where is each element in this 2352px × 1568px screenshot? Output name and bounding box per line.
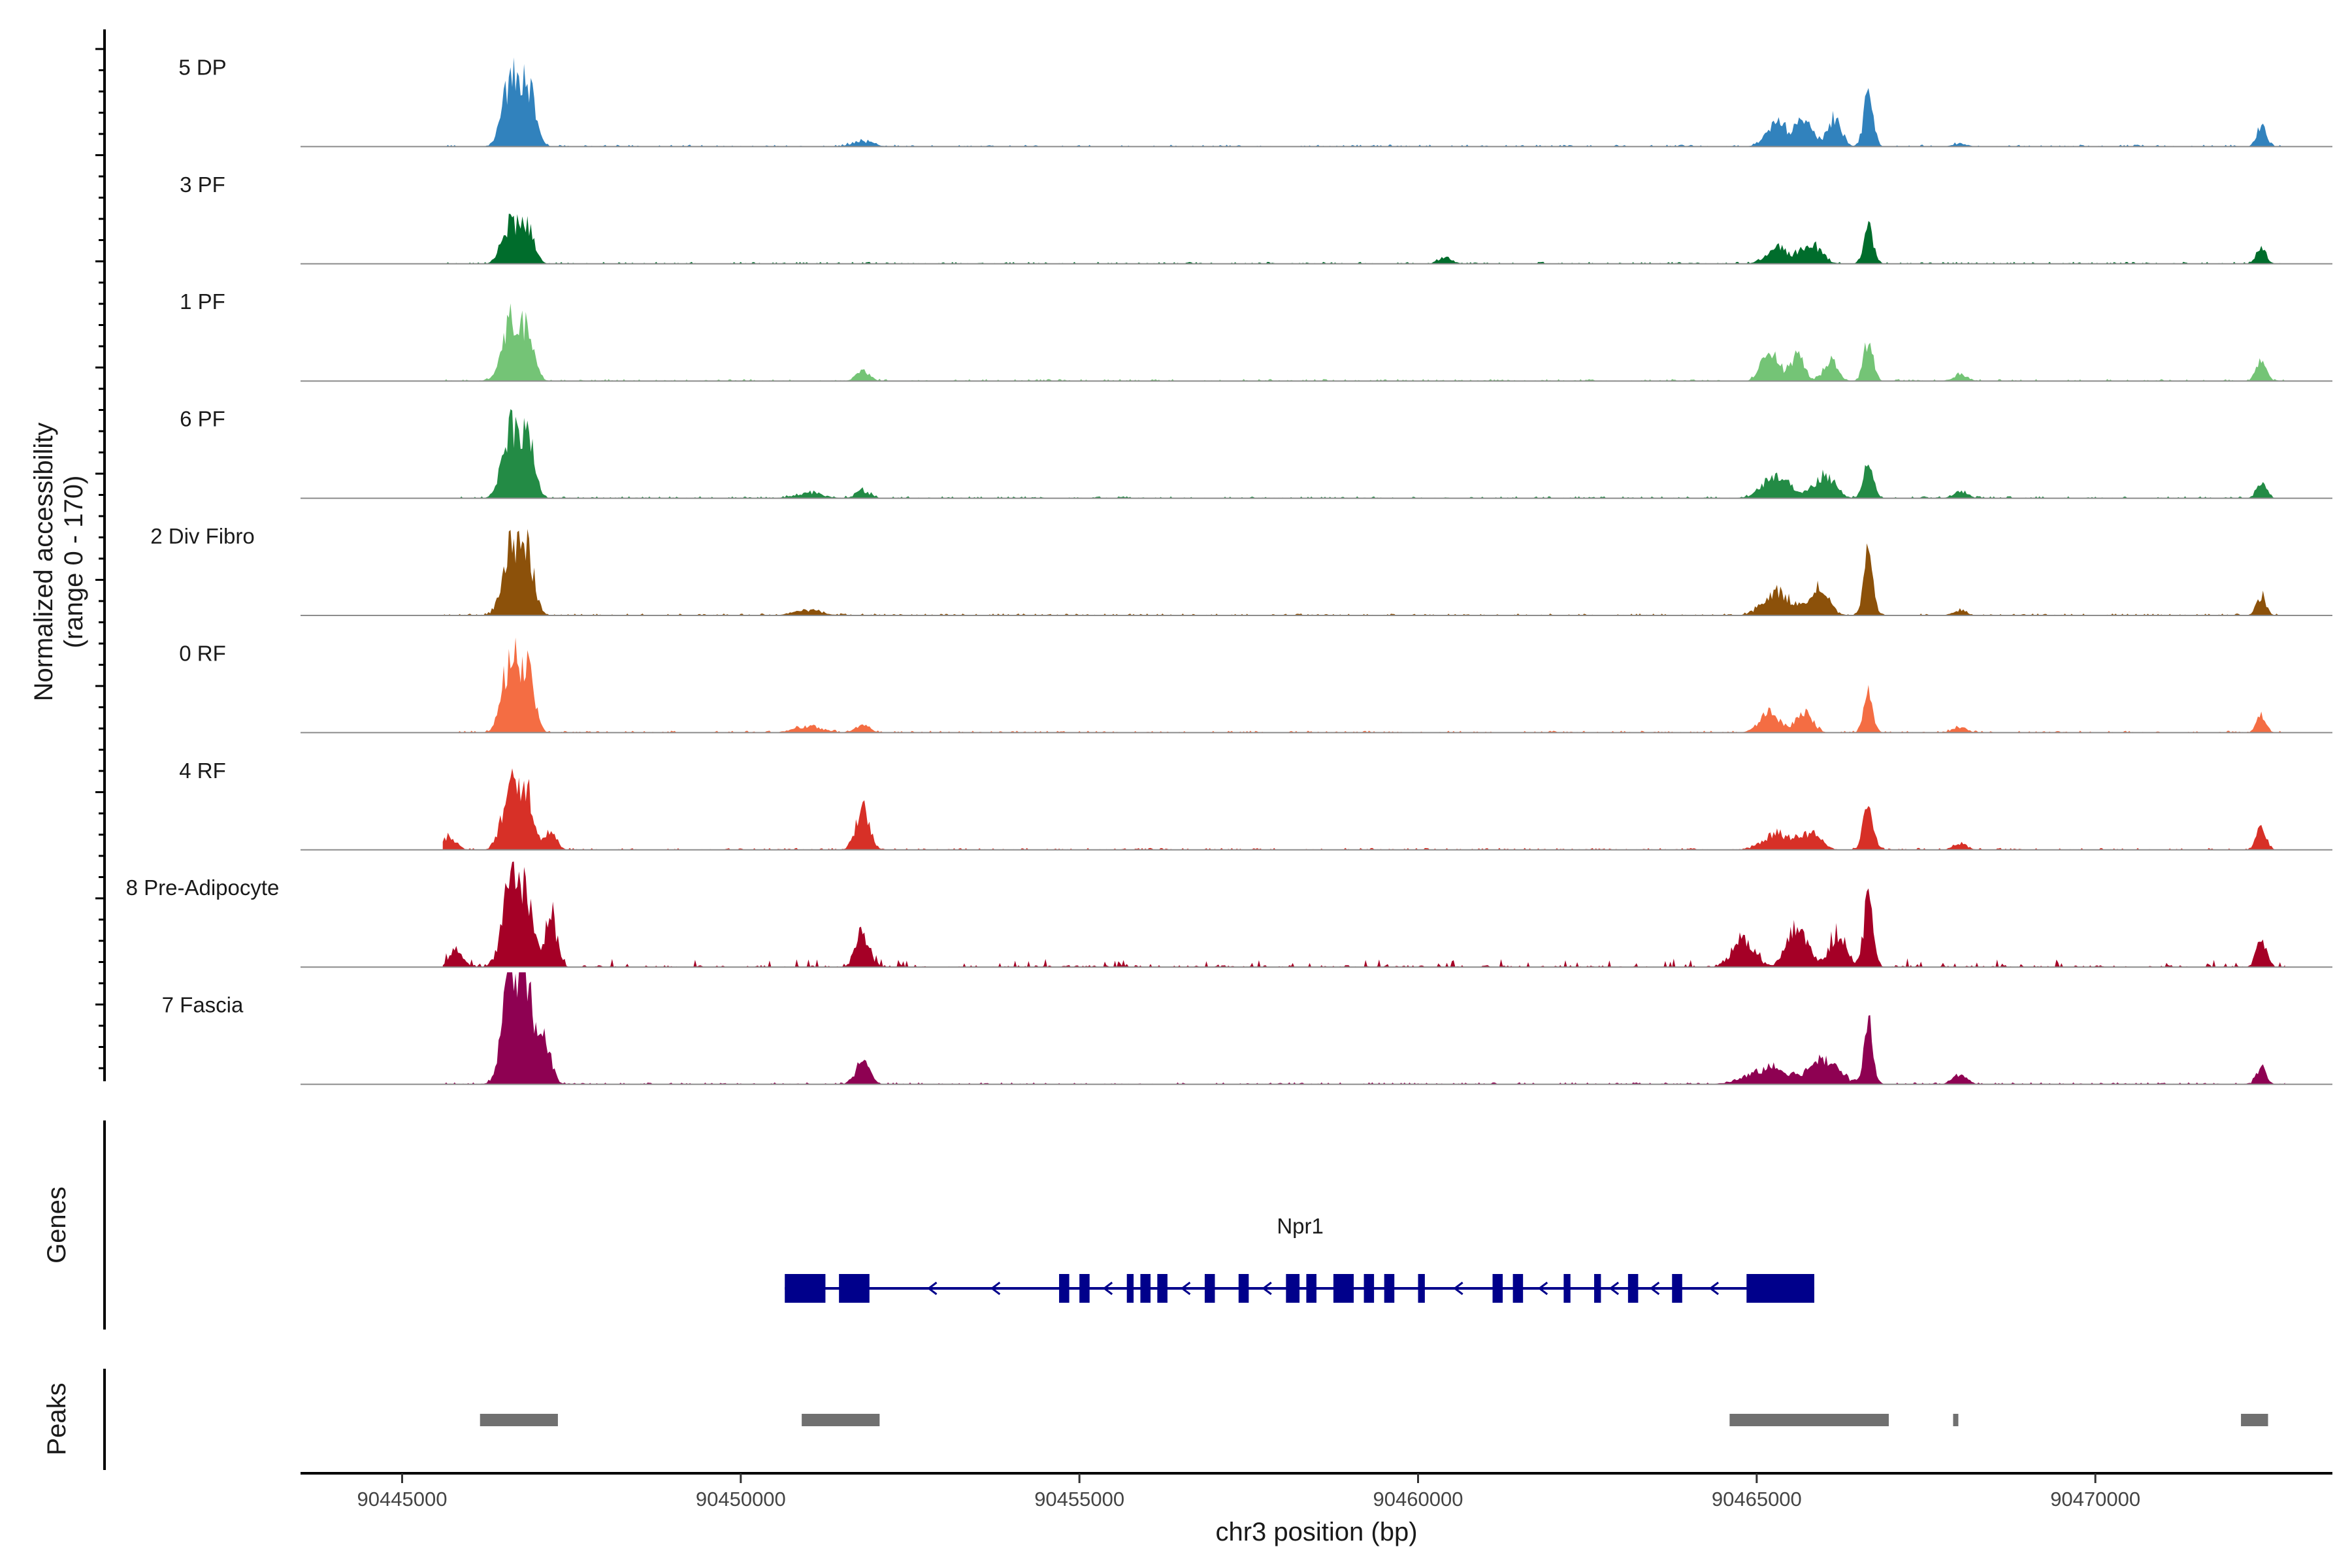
coverage-tracks: 5 DP 3 PF 1 PF 6 PF 2 Div Fibro 0 RF 4 RF 8 Pre… <box>126 55 2332 1085</box>
track-4-rf: 4 RF <box>179 759 2332 851</box>
coverage-area <box>442 861 2285 968</box>
gene-exon-utr <box>839 1274 870 1303</box>
y-axis-title-line1: Normalized accessibility <box>29 423 58 702</box>
y-axis-ticks <box>95 48 105 1070</box>
track-6-pf: 6 PF <box>180 407 2332 499</box>
strand-arrow <box>1262 1281 1272 1296</box>
strand-arrow <box>1537 1281 1548 1296</box>
gene-exon <box>1126 1274 1134 1303</box>
gene-exon <box>1418 1274 1425 1303</box>
x-tick-label: 90455000 <box>1034 1488 1124 1511</box>
coverage-area <box>442 529 2285 615</box>
gene-exon <box>1594 1274 1601 1303</box>
track-7-fascia: 7 Fascia <box>162 972 2332 1085</box>
gene-exon-utr <box>785 1274 826 1303</box>
gene-exon <box>1512 1274 1524 1303</box>
gene-exon <box>1627 1274 1639 1303</box>
track-label: 1 PF <box>180 289 225 314</box>
gene-exon <box>1492 1274 1503 1303</box>
gene-exon <box>1140 1274 1151 1303</box>
track-5-dp: 5 DP <box>178 55 2332 148</box>
coverage-area <box>442 972 2285 1085</box>
gene-label: Npr1 <box>1277 1214 1324 1238</box>
gene-exon <box>1333 1274 1354 1303</box>
track-1-pf: 1 PF <box>180 289 2332 382</box>
x-tick-label: 90465000 <box>1712 1488 1802 1511</box>
peaks-panel-label: Peaks <box>42 1382 71 1455</box>
x-axis-ticks: 90445000 90450000 90455000 90460000 90465000… <box>357 1473 2140 1511</box>
gene-exon <box>1306 1274 1316 1303</box>
genes-track: Npr1 <box>785 1214 1814 1303</box>
gene-exon <box>1204 1274 1215 1303</box>
track-label: 5 DP <box>178 55 226 79</box>
strand-arrow <box>1102 1281 1113 1296</box>
track-label: 6 PF <box>180 407 225 431</box>
peak-interval <box>2241 1414 2268 1426</box>
genes-panel-label: Genes <box>42 1186 71 1264</box>
gene-exon <box>1157 1274 1168 1303</box>
coverage-area <box>442 768 2285 850</box>
x-tick-label: 90470000 <box>2050 1488 2140 1511</box>
peak-interval <box>1729 1414 1889 1426</box>
gene-exon <box>1364 1274 1375 1303</box>
y-axis-title-line2: (range 0 - 170) <box>59 476 88 649</box>
gene-exon <box>1563 1274 1571 1303</box>
track-label: 8 Pre-Adipocyte <box>126 875 280 900</box>
strand-arrow <box>1609 1281 1620 1296</box>
coverage-area <box>442 57 2285 147</box>
track-8-pre-adipocyte: 8 Pre-Adipocyte <box>126 861 2332 968</box>
x-tick-label: 90445000 <box>357 1488 448 1511</box>
gene-exon <box>1238 1274 1249 1303</box>
coverage-area <box>442 214 2285 264</box>
gene-exon <box>1286 1274 1300 1303</box>
gene-exon <box>1079 1274 1090 1303</box>
peak-interval <box>1953 1414 1959 1426</box>
coverage-area <box>442 637 2285 733</box>
track-label: 0 RF <box>179 641 226 665</box>
gene-npr1: Npr1 <box>785 1214 1814 1303</box>
x-tick-label: 90460000 <box>1373 1488 1463 1511</box>
strand-arrow <box>990 1281 1001 1296</box>
strand-arrow <box>1180 1281 1191 1296</box>
track-label: 2 Div Fibro <box>150 524 255 548</box>
track-0-rf: 0 RF <box>179 637 2332 734</box>
peak-interval <box>480 1414 558 1426</box>
track-2-div-fibro: 2 Div Fibro <box>150 524 2332 616</box>
track-label: 3 PF <box>180 172 225 197</box>
strand-arrow <box>1708 1281 1719 1296</box>
gene-exon <box>1384 1274 1395 1303</box>
peaks-track <box>480 1414 2268 1426</box>
coverage-area <box>442 409 2285 498</box>
x-tick-label: 90450000 <box>696 1488 786 1511</box>
y-axis-title: Normalized accessibility (range 0 - 170) <box>29 423 88 702</box>
strand-arrow <box>1649 1281 1660 1296</box>
gene-exon <box>1672 1274 1682 1303</box>
x-axis-title: chr3 position (bp) <box>1215 1518 1417 1546</box>
peak-interval <box>802 1414 880 1426</box>
gene-exon-utr <box>1746 1274 1814 1303</box>
track-label: 4 RF <box>179 759 226 783</box>
track-3-pf: 3 PF <box>180 172 2332 265</box>
gene-exon <box>1059 1274 1070 1303</box>
strand-arrow <box>1453 1281 1463 1296</box>
coverage-area <box>442 303 2285 382</box>
strand-arrow <box>927 1281 938 1296</box>
track-label: 7 Fascia <box>162 993 244 1017</box>
